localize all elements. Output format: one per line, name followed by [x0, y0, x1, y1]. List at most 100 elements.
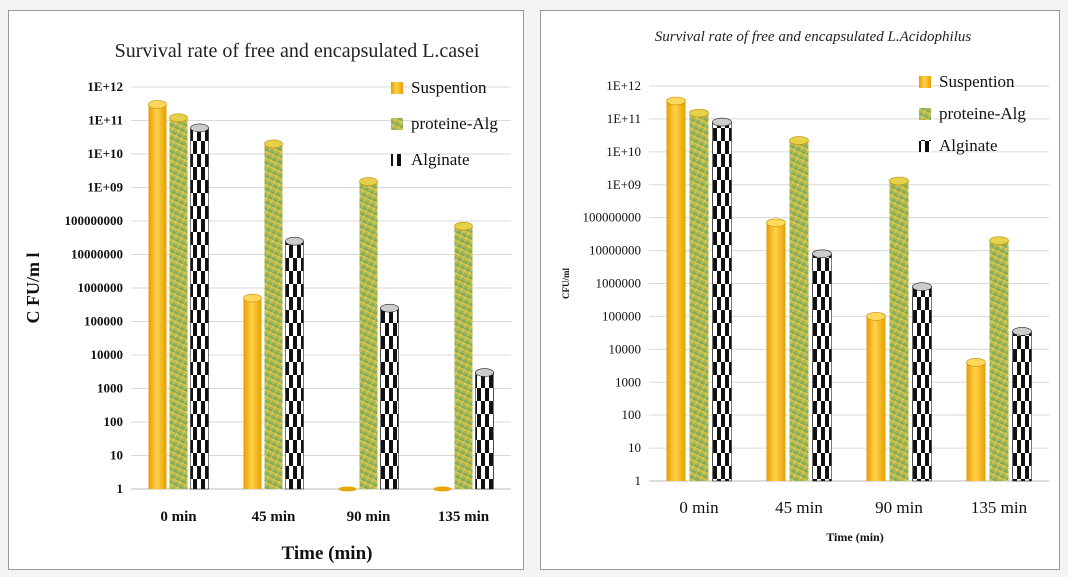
bar — [912, 286, 932, 482]
y-tick-label: 1 — [635, 473, 642, 488]
bar-flat — [338, 486, 357, 492]
y-tick-label: 10000 — [609, 341, 642, 356]
y-tick-label: 1000 — [97, 381, 123, 396]
bar-cap — [889, 176, 909, 186]
y-tick-label: 1E+10 — [87, 146, 123, 161]
y-tick-label: 1E+09 — [606, 177, 641, 192]
bar — [712, 121, 732, 482]
y-tick-label: 1E+12 — [87, 79, 123, 94]
legend-label: Alginate — [939, 136, 998, 155]
y-tick-label: 1E+12 — [606, 78, 641, 93]
bar-cap — [966, 358, 986, 367]
y-tick-label: 1 — [117, 481, 124, 496]
y-tick-label: 10000000 — [589, 243, 641, 258]
bar-cap — [190, 123, 209, 133]
y-tick-label: 1000000 — [78, 280, 124, 295]
bar — [989, 240, 1009, 481]
bar — [1012, 331, 1032, 482]
y-tick-label: 100000000 — [583, 210, 642, 225]
bar-cap — [243, 293, 262, 303]
y-tick-label: 1000 — [615, 374, 641, 389]
y-tick-label: 1E+10 — [606, 144, 641, 159]
bar-cap — [689, 108, 709, 118]
bar-cap — [989, 236, 1009, 245]
bar-cap — [812, 249, 832, 259]
y-axis-label: C FU/m l — [23, 253, 43, 324]
bar-cap — [148, 100, 167, 109]
bar — [475, 372, 494, 490]
legend-swatch — [391, 118, 403, 130]
category-label: 90 min — [875, 498, 923, 517]
chart-title: Survival rate of free and encapsulated L… — [115, 40, 480, 62]
bar — [243, 298, 262, 489]
bar — [190, 127, 209, 490]
bar-cap — [766, 218, 786, 228]
legend-swatch — [919, 140, 931, 152]
chart-lacidophilus: Survival rate of free and encapsulated L… — [561, 29, 1049, 544]
bar-cap — [454, 221, 473, 231]
bar — [689, 113, 709, 481]
bar — [454, 226, 473, 489]
y-tick-label: 100000 — [602, 308, 641, 323]
bar-cap — [712, 117, 732, 127]
legend-swatch — [919, 76, 931, 88]
y-tick-label: 100000000 — [65, 213, 124, 228]
y-tick-label: 10000 — [91, 347, 124, 362]
bar-cap — [169, 113, 188, 123]
bar-cap — [359, 177, 378, 186]
y-tick-label: 10000000 — [71, 247, 123, 262]
y-tick-label: 1E+09 — [87, 180, 123, 195]
bar-cap — [475, 368, 494, 377]
y-tick-label: 1E+11 — [607, 111, 641, 126]
y-tick-label: 100 — [622, 407, 642, 422]
legend-swatch — [919, 108, 931, 120]
y-tick-label: 10 — [628, 440, 641, 455]
x-axis-label: Time (min) — [826, 530, 883, 544]
bar — [380, 307, 399, 490]
y-tick-label: 1E+11 — [88, 113, 123, 128]
legend-label: Suspention — [411, 78, 487, 97]
category-label: 45 min — [252, 509, 296, 525]
bar-cap — [789, 136, 809, 145]
bar — [766, 222, 786, 482]
bar — [666, 101, 686, 482]
bar — [359, 181, 378, 489]
category-label: 0 min — [679, 498, 719, 517]
bar-cap — [912, 282, 932, 291]
bar — [866, 316, 886, 481]
y-tick-label: 1000000 — [596, 276, 642, 291]
bar — [169, 117, 188, 490]
bar-cap — [264, 139, 283, 149]
category-label: 135 min — [971, 498, 1028, 517]
chart-title: Survival rate of free and encapsulated L… — [655, 29, 972, 45]
chart-panel-right: Survival rate of free and encapsulated L… — [540, 10, 1060, 570]
legend-label: Suspention — [939, 72, 1015, 91]
legend-label: Alginate — [411, 150, 470, 169]
legend-label: proteine-Alg — [939, 104, 1026, 123]
y-axis-label: CFU/ml — [561, 268, 571, 299]
bar — [148, 104, 167, 489]
category-label: 135 min — [438, 509, 490, 525]
bar — [889, 180, 909, 481]
bar — [789, 140, 809, 481]
category-label: 90 min — [347, 509, 391, 525]
bar-cap — [1012, 327, 1032, 336]
category-label: 45 min — [775, 498, 823, 517]
legend-swatch — [391, 154, 403, 166]
category-label: 0 min — [160, 509, 197, 525]
bar — [966, 362, 986, 481]
bar-cap — [285, 236, 304, 246]
y-tick-label: 100000 — [84, 314, 123, 329]
legend-label: proteine-Alg — [411, 114, 498, 133]
y-tick-label: 100 — [104, 414, 124, 429]
bar — [812, 253, 832, 482]
legend-swatch — [391, 82, 403, 94]
bar — [264, 143, 283, 489]
y-tick-label: 10 — [110, 448, 123, 463]
bar — [285, 240, 304, 490]
bar-cap — [866, 312, 886, 321]
bar-flat — [433, 486, 452, 492]
bar-cap — [666, 96, 686, 106]
bar-cap — [380, 303, 399, 313]
chart-lcasei: Survival rate of free and encapsulated L… — [23, 40, 511, 564]
